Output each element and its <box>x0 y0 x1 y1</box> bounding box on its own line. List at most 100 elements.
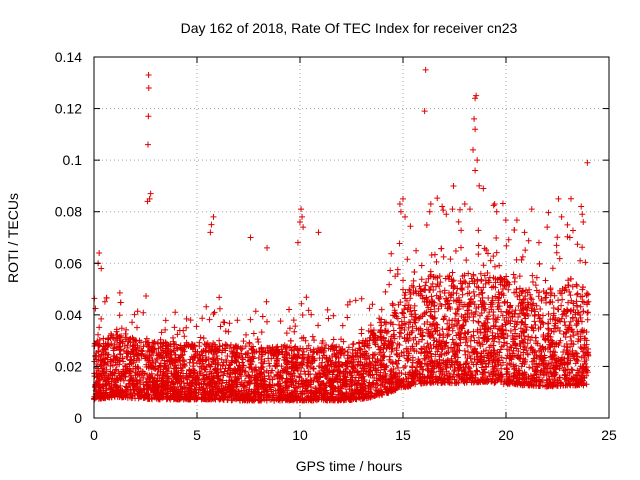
data-point <box>567 275 574 282</box>
data-point <box>308 311 315 318</box>
data-point <box>444 305 451 312</box>
data-point <box>465 348 472 355</box>
data-point <box>492 362 499 369</box>
data-point <box>534 364 541 371</box>
data-point <box>463 257 470 264</box>
data-point <box>465 270 472 277</box>
data-point <box>416 314 423 321</box>
data-point <box>171 347 178 354</box>
data-point <box>549 265 556 272</box>
data-point <box>121 362 128 369</box>
data-point <box>339 347 346 354</box>
data-point <box>552 359 559 366</box>
data-point <box>120 347 127 354</box>
data-point <box>536 376 543 383</box>
data-point <box>388 250 395 257</box>
data-point <box>129 319 136 326</box>
data-point <box>226 320 233 327</box>
data-point <box>239 359 246 366</box>
data-point <box>505 236 512 243</box>
data-point <box>98 372 105 379</box>
data-point <box>569 347 576 354</box>
data-point <box>443 297 450 304</box>
data-point <box>246 340 253 347</box>
data-point <box>377 382 384 389</box>
data-point <box>407 223 414 230</box>
data-point <box>493 372 500 379</box>
data-point <box>422 282 429 289</box>
data-point <box>143 341 150 348</box>
data-point <box>514 293 521 300</box>
data-point <box>191 353 198 360</box>
data-point <box>582 360 589 367</box>
data-point <box>440 331 447 338</box>
data-point <box>530 355 537 362</box>
data-point <box>311 337 318 344</box>
data-point <box>176 327 183 334</box>
data-point <box>330 336 337 343</box>
data-point <box>527 337 534 344</box>
data-point <box>259 351 266 358</box>
data-point <box>423 344 430 351</box>
data-point <box>343 381 350 388</box>
data-point <box>242 377 249 384</box>
data-point <box>513 286 520 293</box>
data-point <box>461 316 468 323</box>
data-point <box>474 277 481 284</box>
data-point <box>95 331 102 338</box>
data-point <box>394 266 401 273</box>
data-point <box>479 341 486 348</box>
data-point <box>533 354 540 361</box>
data-point <box>563 286 570 293</box>
data-point <box>223 359 230 366</box>
data-point <box>319 337 326 344</box>
data-point <box>501 282 508 289</box>
data-point <box>573 298 580 305</box>
data-point <box>296 374 303 381</box>
data-point <box>468 370 475 377</box>
data-point <box>503 364 510 371</box>
data-point <box>553 242 560 249</box>
data-point <box>286 352 293 359</box>
data-point <box>449 269 456 276</box>
data-point <box>437 342 444 349</box>
data-point <box>577 293 584 300</box>
data-point <box>216 305 223 312</box>
data-point <box>583 357 590 364</box>
data-point <box>522 293 529 300</box>
data-point <box>239 354 246 361</box>
data-point <box>434 195 441 202</box>
data-point <box>412 288 419 295</box>
data-point <box>268 355 275 362</box>
data-point <box>168 349 175 356</box>
data-point <box>571 355 578 362</box>
data-point <box>493 316 500 323</box>
data-point <box>524 340 531 347</box>
data-point <box>542 277 549 284</box>
data-point <box>206 316 213 323</box>
data-point <box>579 298 586 305</box>
data-point <box>117 350 124 357</box>
data-point <box>100 376 107 383</box>
data-point <box>382 288 389 295</box>
data-point <box>475 242 482 249</box>
data-point <box>454 322 461 329</box>
data-point <box>584 309 591 316</box>
data-point <box>536 289 543 296</box>
data-point <box>120 377 127 384</box>
data-point <box>550 310 557 317</box>
data-point <box>515 314 522 321</box>
data-point <box>510 271 517 278</box>
data-point <box>435 305 442 312</box>
data-point <box>564 366 571 373</box>
data-point <box>323 354 330 361</box>
data-point <box>455 317 462 324</box>
data-point <box>425 275 432 282</box>
data-point <box>539 312 546 319</box>
data-point <box>583 341 590 348</box>
data-point <box>119 394 126 401</box>
data-point <box>540 287 547 294</box>
data-point <box>470 313 477 320</box>
data-point <box>456 335 463 342</box>
